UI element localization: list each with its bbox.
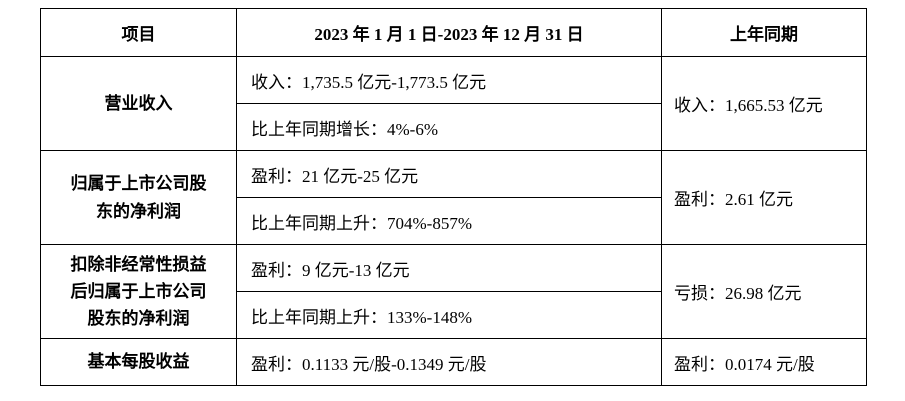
revenue-prior-value: 收入：1,665.53 亿元 <box>661 56 867 151</box>
table-row: 比上年同期上升：704%-857% <box>41 197 867 245</box>
excl-profit-range-value: 盈利：9 亿元-13 亿元 <box>236 244 662 292</box>
header-prior-period: 上年同期 <box>661 8 867 57</box>
excl-profit-prior-value: 亏损：26.98 亿元 <box>661 244 867 339</box>
header-row: 项目 2023 年 1 月 1 日-2023 年 12 月 31 日 上年同期 <box>40 8 867 57</box>
table-row: 扣除非经常性损益后归属于上市公司股东的净利润 盈利：9 亿元-13 亿元 亏损：… <box>40 244 867 339</box>
earnings-forecast-table: 项目 2023 年 1 月 1 日-2023 年 12 月 31 日 上年同期 … <box>40 8 867 386</box>
net-profit-range-value: 盈利：21 亿元-25 亿元 <box>236 150 662 198</box>
eps-prior-value: 盈利：0.0174 元/股 <box>661 338 867 386</box>
revenue-change-value: 比上年同期增长：4%-6% <box>236 103 662 151</box>
table-row: 归属于上市公司股东的净利润 盈利：21 亿元-25 亿元 盈利：2.61 亿元 <box>40 150 867 245</box>
header-item: 项目 <box>40 8 237 57</box>
earnings-forecast-table-container: 项目 2023 年 1 月 1 日-2023 年 12 月 31 日 上年同期 … <box>40 8 867 386</box>
item-basic-eps: 基本每股收益 <box>40 338 237 386</box>
item-operating-revenue: 营业收入 <box>40 56 237 151</box>
table-row: 比上年同期增长：4%-6% <box>41 103 867 151</box>
excl-profit-change-value: 比上年同期上升：133%-148% <box>236 291 662 339</box>
item-net-profit: 归属于上市公司股东的净利润 <box>40 150 237 245</box>
header-period: 2023 年 1 月 1 日-2023 年 12 月 31 日 <box>236 8 662 57</box>
table-row: 营业收入 收入：1,735.5 亿元-1,773.5 亿元 收入：1,665.5… <box>40 56 867 151</box>
item-net-profit-excl-nonrecurring: 扣除非经常性损益后归属于上市公司股东的净利润 <box>40 244 237 339</box>
eps-range-value: 盈利：0.1133 元/股-0.1349 元/股 <box>236 338 662 386</box>
net-profit-change-value: 比上年同期上升：704%-857% <box>236 197 662 245</box>
table-row: 基本每股收益 盈利：0.1133 元/股-0.1349 元/股 盈利：0.017… <box>40 338 867 386</box>
net-profit-prior-value: 盈利：2.61 亿元 <box>661 150 867 245</box>
revenue-range-value: 收入：1,735.5 亿元-1,773.5 亿元 <box>236 56 662 104</box>
